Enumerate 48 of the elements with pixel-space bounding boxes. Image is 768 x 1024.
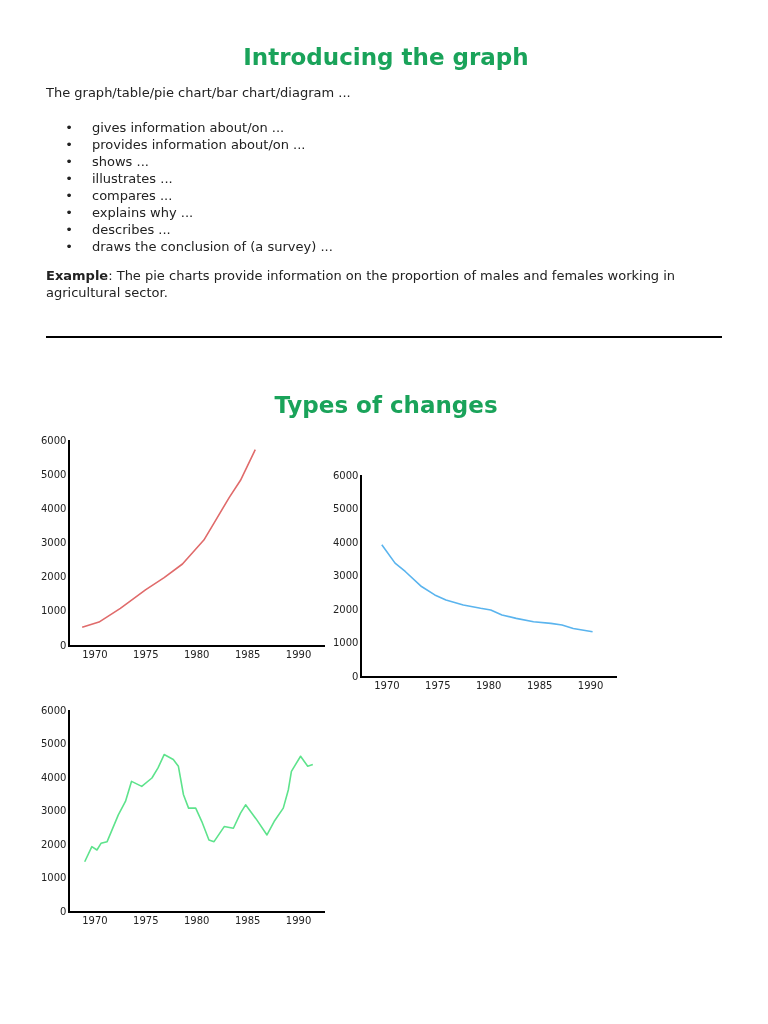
x-tick-label: 1980 [184, 648, 210, 660]
text: • gives information about/on ... [65, 120, 285, 135]
x-tick-label: 1975 [133, 648, 159, 660]
y-tick-label: 1000 [41, 872, 67, 884]
y-tick-label: 5000 [333, 503, 359, 515]
text: Types of changes [273, 392, 499, 418]
x-tick-label: 1990 [577, 679, 604, 691]
text: The graph/table/pie chart/bar chart/diagram ... [46, 84, 352, 101]
y-tick-label: 1000 [41, 605, 67, 617]
y-tick-label: 4000 [333, 536, 359, 548]
y-tick-label: 4000 [41, 771, 67, 783]
x-tick-label: 1985 [234, 914, 261, 926]
text: • explains why ... [65, 205, 194, 220]
y-tick-label: 3000 [333, 570, 359, 582]
y-tick-label: 6000 [41, 704, 67, 716]
text: • provides information about/on ... [65, 137, 306, 152]
text: • shows ... [65, 154, 149, 169]
text: • illustrates ... [65, 171, 173, 186]
x-tick-label: 1970 [374, 679, 400, 691]
text: Example: The pie charts provide information on the proportion of males and females working in agricultural sector. [46, 268, 676, 300]
text: • compares ... [65, 188, 173, 203]
y-tick-label: 5000 [41, 738, 67, 750]
y-tick-label: 0 [60, 905, 67, 917]
x-tick-label: 1990 [285, 914, 312, 926]
y-tick-label: 6000 [41, 434, 67, 446]
y-tick-label: 3000 [41, 805, 67, 817]
y-tick-label: 0 [60, 639, 67, 651]
x-tick-label: 1985 [234, 648, 261, 660]
text: Introducing the graph [242, 44, 530, 70]
x-tick-label: 1975 [133, 914, 159, 926]
y-tick-label: 3000 [41, 537, 67, 549]
x-tick-label: 1985 [526, 679, 553, 691]
x-tick-label: 1970 [82, 914, 108, 926]
y-tick-label: 2000 [41, 838, 67, 850]
y-tick-label: 2000 [41, 571, 67, 583]
y-tick-label: 1000 [333, 637, 359, 649]
y-tick-label: 6000 [333, 469, 359, 481]
x-tick-label: 1970 [82, 648, 108, 660]
x-tick-label: 1980 [476, 679, 502, 691]
text: • describes ... [65, 222, 171, 237]
text: • draws the conclusion of (a survey) ... [65, 239, 333, 254]
y-tick-label: 4000 [41, 502, 67, 514]
y-tick-label: 0 [352, 670, 359, 682]
y-tick-label: 2000 [333, 603, 359, 615]
y-tick-label: 5000 [41, 468, 67, 480]
x-tick-label: 1990 [285, 648, 312, 660]
x-tick-label: 1975 [425, 679, 451, 691]
x-tick-label: 1980 [184, 914, 210, 926]
